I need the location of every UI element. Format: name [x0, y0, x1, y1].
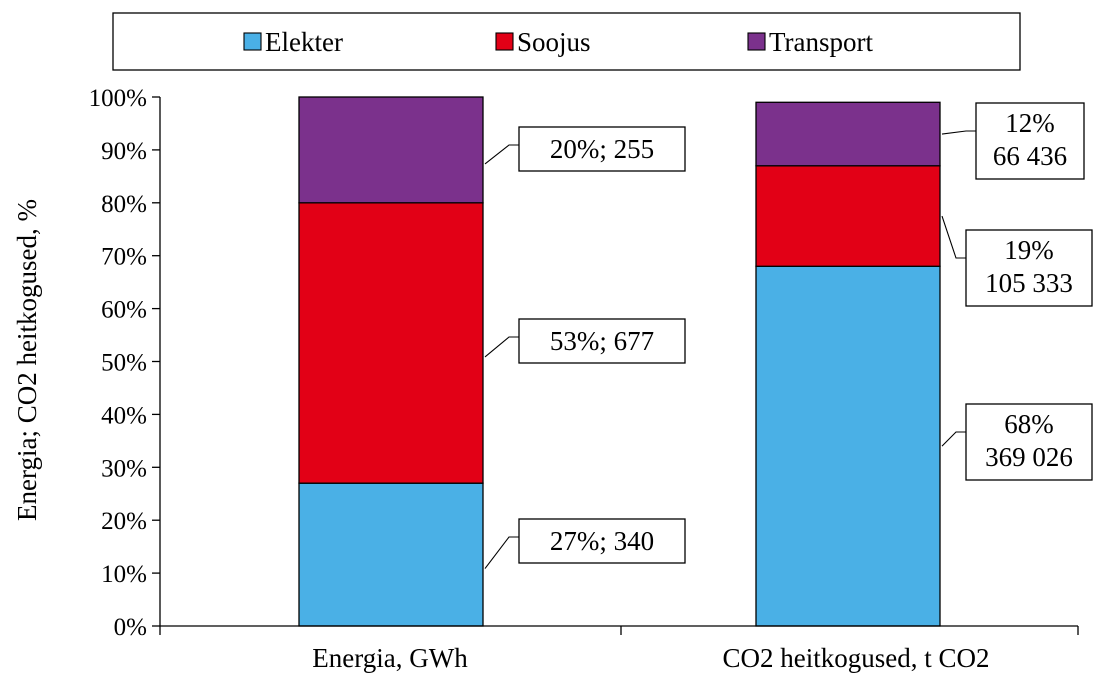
data-label-box — [965, 229, 1093, 307]
bar-transport-2 — [755, 101, 941, 167]
y-tick-label: 10% — [101, 561, 147, 588]
data-label-soojus-1: 53%; 677 — [550, 326, 654, 356]
data-label-box — [518, 518, 686, 564]
label-leader-line — [484, 336, 519, 358]
data-label-transport-2: 12% 66 436 — [993, 108, 1067, 171]
data-label-elekter-1: 27%; 340 — [550, 526, 654, 556]
y-tick-label: 20% — [101, 508, 147, 535]
data-label-soojus-2: 19% 105 333 — [985, 235, 1073, 298]
label-leader-line — [484, 536, 519, 569]
y-tick-label: 90% — [101, 138, 147, 165]
axes — [159, 97, 1079, 635]
legend-swatch-elekter — [243, 32, 262, 51]
bar-elekter-1 — [298, 482, 484, 627]
bar-soojus-1 — [298, 202, 484, 484]
label-leader-line — [484, 144, 519, 165]
label-leader-line — [941, 215, 966, 259]
data-labels: 27%; 340 53%; 677 20%; 255 68% 369 026 19% 105… — [484, 102, 1093, 569]
legend-label-elekter: Elekter — [265, 27, 343, 57]
legend-label-soojus: Soojus — [517, 27, 591, 57]
data-label-box — [518, 126, 686, 172]
data-label-elekter-2: 68% 369 026 — [985, 409, 1073, 472]
y-tick-label: 60% — [101, 297, 147, 324]
data-label-transport-1: 20%; 255 — [550, 134, 654, 164]
data-label-box — [965, 403, 1093, 481]
legend-box — [112, 12, 1021, 71]
bar-soojus-2 — [755, 165, 941, 267]
legend-swatch-soojus — [495, 32, 514, 51]
y-tick-label: 70% — [101, 244, 147, 271]
category-label-1: Energia, GWh — [312, 643, 468, 673]
bars — [298, 96, 941, 627]
legend-swatch-transport — [747, 32, 766, 51]
legend: Elekter Soojus Transport — [112, 12, 1021, 71]
data-label-box — [975, 102, 1085, 180]
y-tick-label: 100% — [89, 85, 147, 112]
y-tick-label: 80% — [101, 191, 147, 218]
category-label-2: CO2 heitkogused, t CO2 — [723, 643, 990, 673]
legend-label-transport: Transport — [769, 27, 874, 57]
label-leader-line — [941, 130, 976, 135]
y-tick-label: 50% — [101, 350, 147, 377]
y-axis: 0% 10% 20% 30% 40% 50% 60% 70% 80% 90% 100% — [89, 85, 160, 641]
data-label-box — [518, 318, 686, 364]
y-tick-label: 0% — [114, 614, 147, 641]
y-tick-label: 30% — [101, 455, 147, 482]
y-tick-label: 40% — [101, 402, 147, 429]
bar-elekter-2 — [755, 265, 941, 627]
label-leader-line — [941, 431, 966, 447]
x-axis: Energia, GWh CO2 heitkogused, t CO2 — [312, 643, 989, 673]
bar-transport-1 — [298, 96, 484, 204]
y-axis-title: Energia; CO2 heitkogused, % — [12, 199, 42, 521]
